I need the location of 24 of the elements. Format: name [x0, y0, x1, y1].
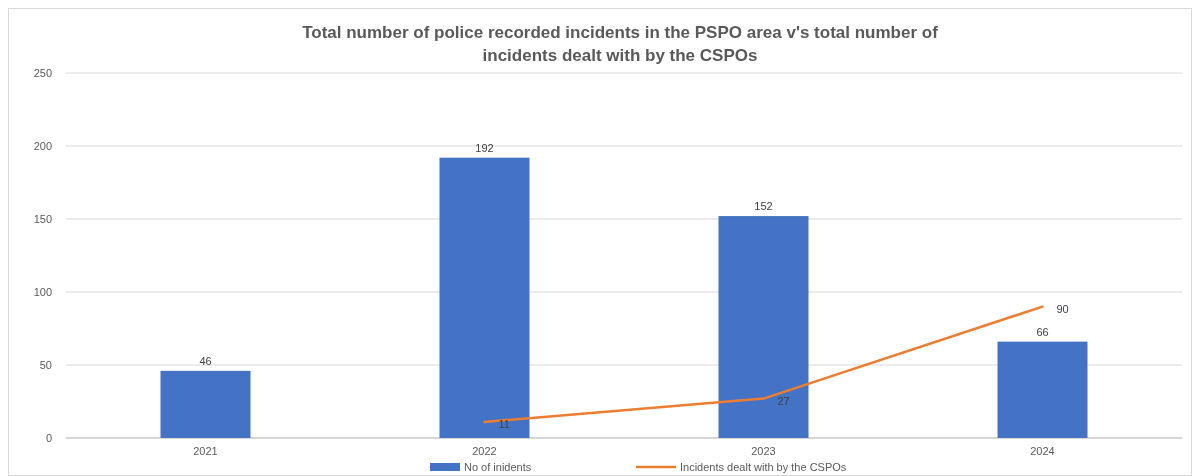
data-label: 90 — [1056, 302, 1069, 315]
y-tick-label: 100 — [33, 286, 52, 298]
bar — [997, 341, 1088, 438]
legend-label: Incidents dealt with by the CSPOs — [680, 461, 847, 473]
data-label: 27 — [777, 394, 790, 407]
y-tick-label: 200 — [33, 140, 52, 152]
y-tick-label: 250 — [33, 67, 52, 79]
data-label: 11 — [498, 417, 510, 430]
x-tick-label: 2022 — [472, 445, 497, 457]
bar — [439, 157, 530, 438]
y-tick-label: 50 — [39, 359, 52, 371]
x-tick-label: 2024 — [1030, 445, 1055, 457]
bar — [718, 216, 809, 438]
x-tick-label: 2021 — [193, 445, 218, 457]
data-label: 46 — [199, 354, 212, 367]
legend-label: No of inidents — [464, 461, 532, 473]
data-label: 192 — [475, 141, 494, 154]
x-tick-label: 2023 — [751, 445, 776, 457]
data-label: 152 — [754, 200, 773, 213]
data-label: 66 — [1036, 325, 1049, 338]
bar — [160, 370, 251, 438]
chart-title: Total number of police recorded incidents in the PSPO area v's total number of incidents dealt with by the CSPOs — [302, 23, 939, 65]
y-tick-label: 150 — [33, 213, 52, 225]
y-tick-label: 0 — [45, 432, 52, 444]
